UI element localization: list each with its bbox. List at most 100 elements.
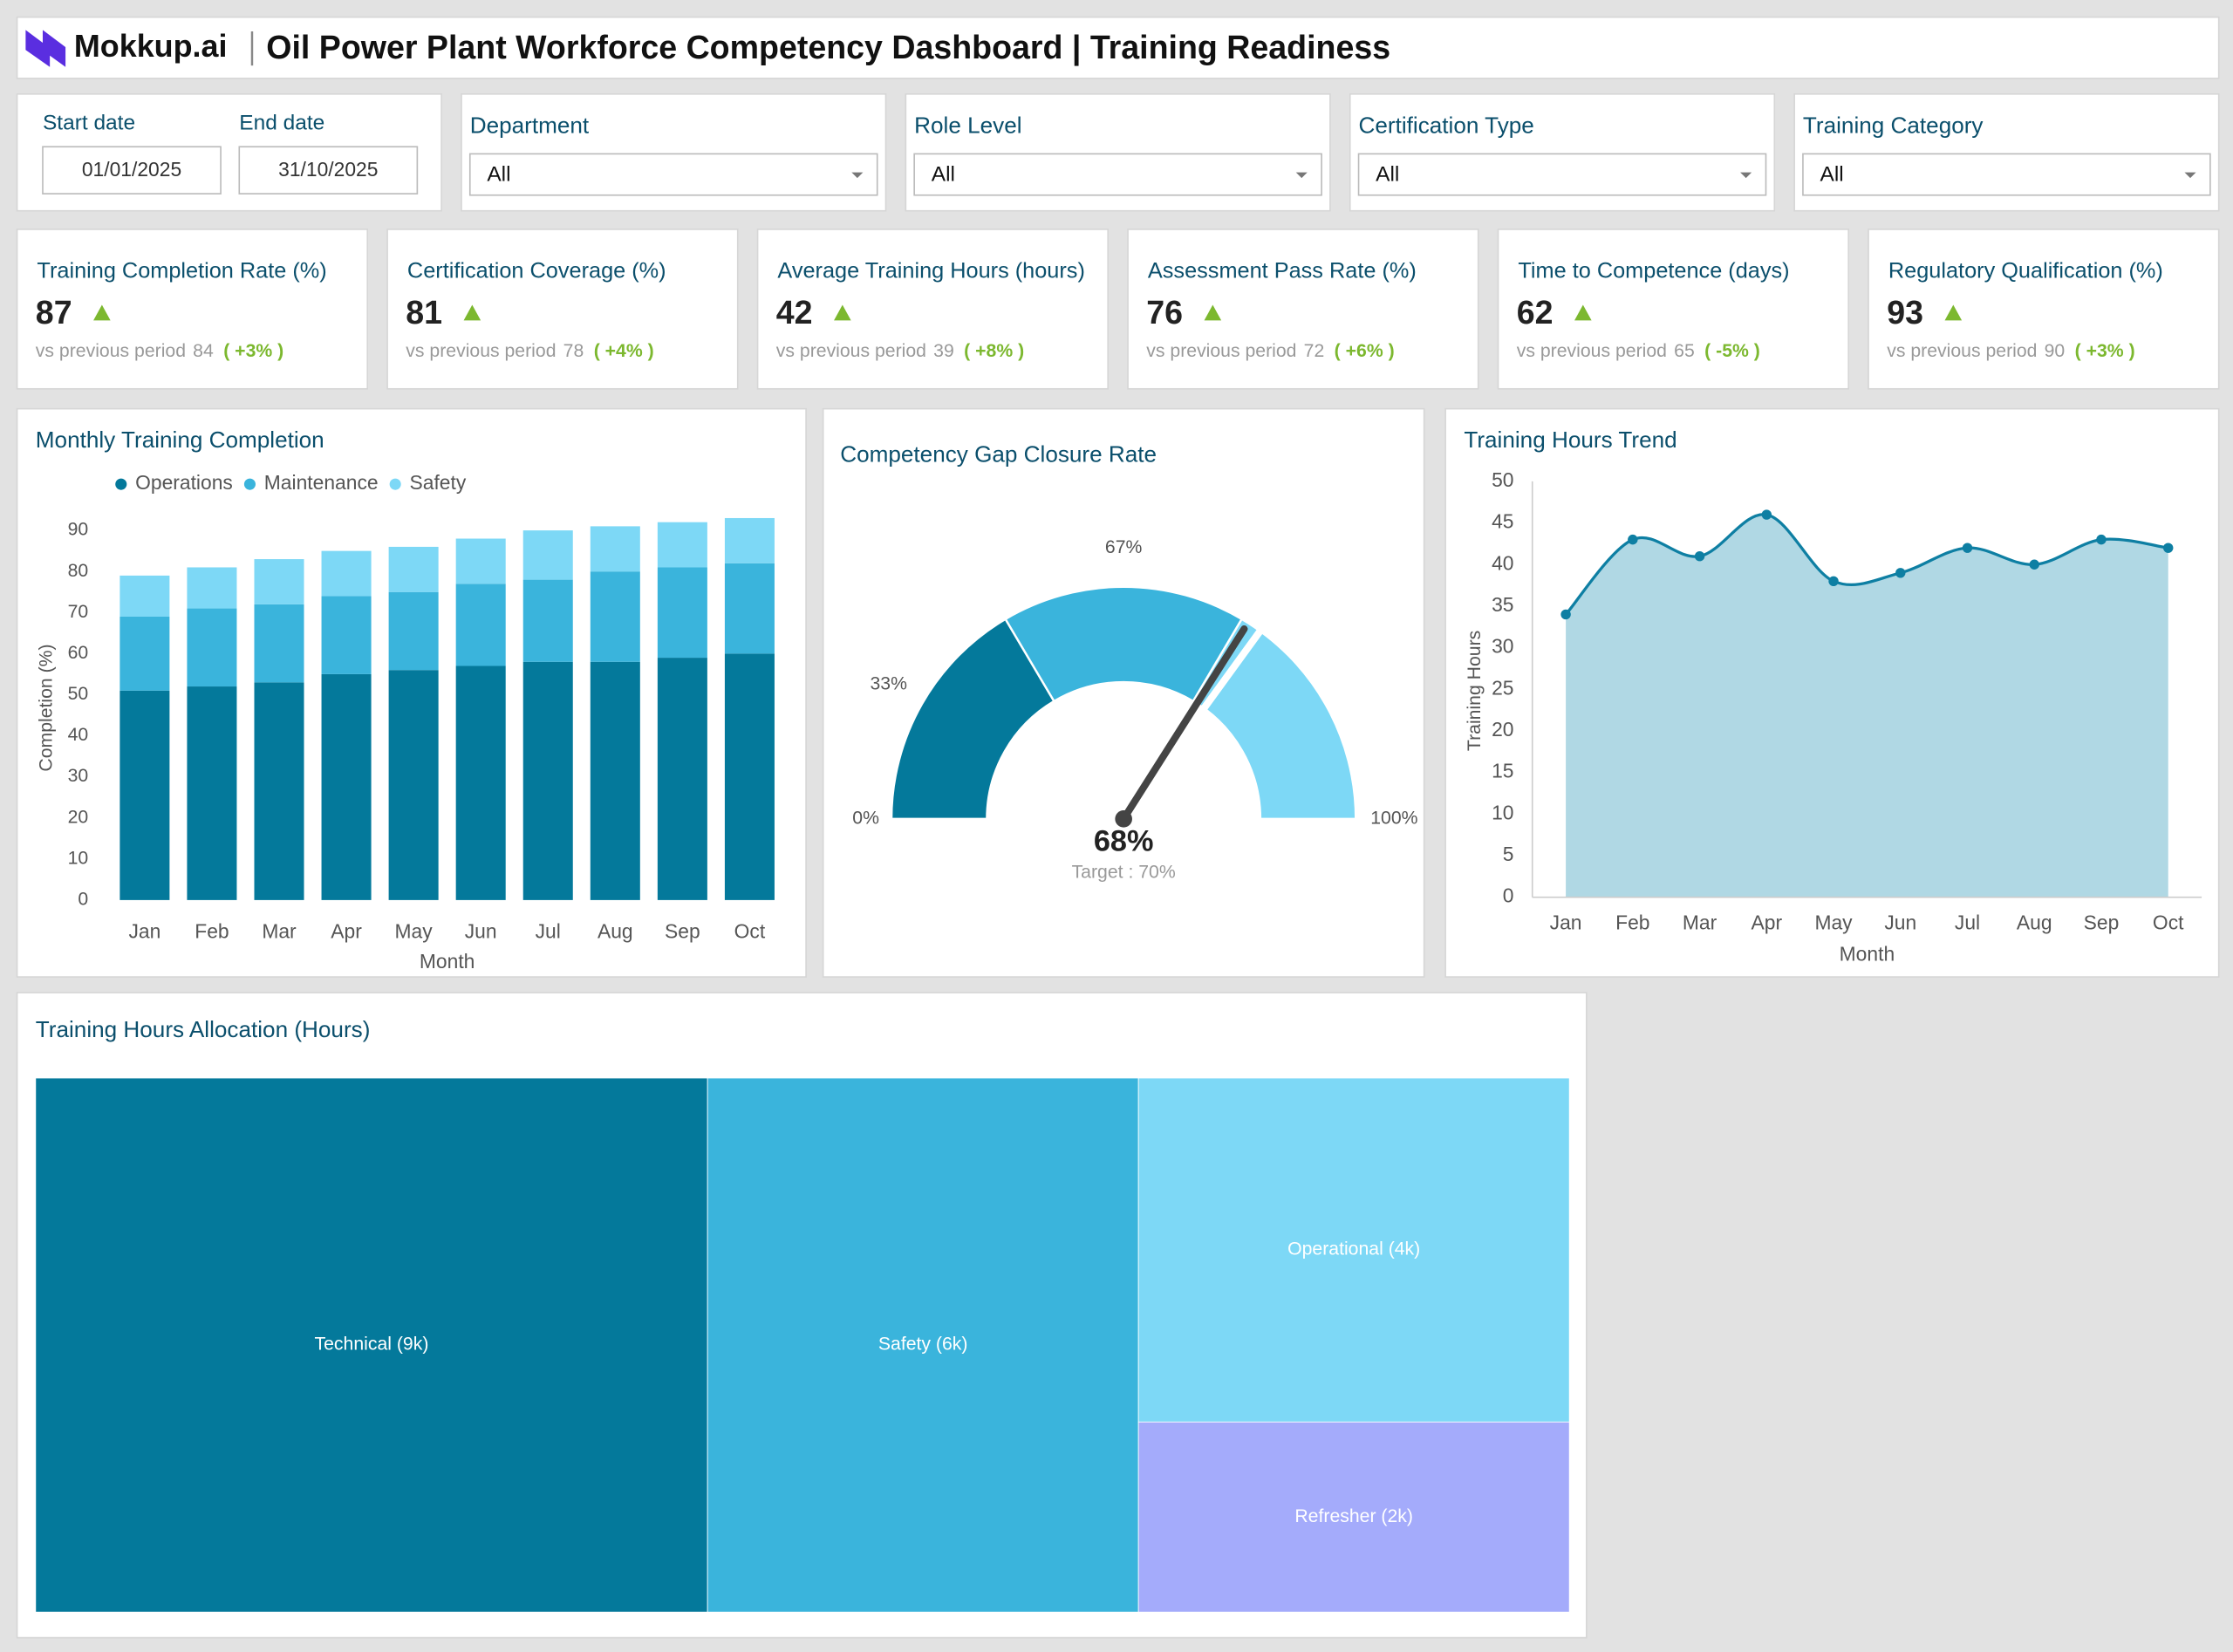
kpi-title: Certification Coverage (%): [407, 259, 666, 283]
y-tick-label: 0: [1503, 884, 1514, 907]
bar-segment: [388, 591, 439, 671]
kpi-title: Training Completion Rate (%): [37, 259, 326, 283]
bar-segment: [590, 571, 640, 662]
y-tick-label: 30: [68, 766, 89, 786]
kpi-trend-icon: [93, 304, 111, 321]
kpi-trend-icon: [1204, 304, 1222, 321]
x-axis-title: Month: [420, 950, 475, 973]
bar-segment: [455, 666, 506, 900]
treemap-label: Technical (9k): [315, 1335, 429, 1355]
kpi-change: ( +6% ): [1335, 341, 1395, 361]
dropdown[interactable]: [1802, 153, 2211, 196]
dropdown[interactable]: [468, 153, 878, 196]
kpi-value: 87: [36, 294, 72, 331]
trend-point: [1828, 576, 1839, 587]
bar-segment: [120, 690, 170, 900]
dropdown[interactable]: [1357, 153, 1767, 196]
start-date-value: 01/01/2025: [82, 158, 181, 181]
trend-point: [1694, 550, 1705, 562]
kpi-value: 42: [776, 294, 813, 331]
x-tick-label: Jul: [1955, 911, 1980, 934]
x-tick-label: Jan: [128, 919, 160, 942]
dropdown-arrow: [1295, 172, 1308, 179]
filter-label: Role Level: [914, 112, 1021, 138]
kpi-previous: 84: [193, 341, 214, 361]
dropdown[interactable]: [913, 153, 1322, 196]
trend-point: [1962, 543, 1973, 553]
treemap-label: Operational (4k): [1287, 1239, 1420, 1259]
x-tick-label: Aug: [598, 919, 633, 942]
bar-segment: [522, 579, 573, 662]
treemap-cell: [707, 1077, 1139, 1613]
y-tick-label: 30: [1492, 635, 1513, 658]
bar-segment: [254, 559, 304, 604]
kpi-previous: 78: [563, 341, 584, 361]
gauge-band: [890, 618, 1056, 821]
x-tick-label: May: [1814, 911, 1853, 934]
trend-point: [2096, 534, 2107, 545]
kpi-trend-icon: [1574, 304, 1592, 321]
x-tick-label: Oct: [2153, 911, 2184, 934]
trend-point: [1895, 568, 1906, 578]
y-axis-title: Completion (%): [36, 644, 56, 771]
kpi-value: 81: [406, 294, 442, 331]
end-date-input[interactable]: [238, 146, 419, 195]
kpi-previous: 65: [1674, 341, 1695, 361]
kpi-title: Time to Competence (days): [1518, 259, 1789, 283]
kpi-change: ( +3% ): [2075, 341, 2135, 361]
y-tick-label: 45: [1492, 510, 1513, 533]
kpi-previous-label: vs previous period: [776, 341, 926, 361]
kpi-title: Assessment Pass Rate (%): [1148, 259, 1417, 283]
bar-segment: [522, 661, 573, 900]
kpi-change: ( +8% ): [964, 341, 1024, 361]
end-date-value: 31/10/2025: [278, 158, 378, 181]
gauge-value: 68%: [1094, 825, 1154, 858]
kpi-previous-label: vs previous period: [1887, 341, 2037, 361]
gauge-tick-label: 0%: [852, 808, 879, 828]
x-tick-label: Feb: [195, 919, 229, 942]
y-tick-label: 35: [1492, 593, 1513, 616]
legend-marker: [115, 478, 127, 490]
y-tick-label: 5: [1503, 843, 1514, 865]
start-date-input[interactable]: [42, 146, 222, 195]
treemap-label: Safety (6k): [878, 1335, 968, 1355]
x-tick-label: Oct: [734, 919, 766, 942]
treemap-cell: [1137, 1421, 1570, 1613]
bar-segment: [657, 567, 707, 659]
bar-segment: [321, 550, 372, 597]
kpi-previous-label: vs previous period: [1517, 341, 1667, 361]
bar-segment: [724, 653, 775, 900]
bar-segment: [254, 682, 304, 900]
dropdown-arrow: [851, 172, 864, 179]
x-tick-label: Mar: [1683, 911, 1717, 934]
trend-point: [2029, 559, 2039, 570]
x-tick-label: May: [395, 919, 434, 942]
trend-point: [2163, 543, 2174, 553]
y-axis-title: Training Hours: [1465, 631, 1485, 751]
bar-segment: [388, 670, 439, 900]
kpi-trend-icon: [463, 304, 481, 321]
y-tick-label: 25: [1492, 676, 1513, 699]
kpi-previous-label: vs previous period: [36, 341, 186, 361]
x-tick-label: Apr: [1752, 911, 1783, 934]
bar-segment: [657, 522, 707, 568]
chart-title: Training Hours Trend: [1464, 427, 1676, 453]
chart-title: Competency Gap Closure Rate: [840, 440, 1157, 467]
x-tick-label: Apr: [331, 919, 362, 942]
kpi-card: [1127, 229, 1479, 390]
filter-label: Department: [470, 112, 590, 138]
gauge-panel: [822, 407, 1425, 978]
treemap-cell: [1137, 1077, 1570, 1423]
y-tick-label: 50: [1492, 468, 1513, 491]
kpi-value: 93: [1887, 294, 1923, 331]
kpi-previous: 72: [1304, 341, 1325, 361]
bar-segment: [590, 526, 640, 572]
gauge-tick-label: 33%: [870, 674, 907, 694]
bar-segment: [321, 673, 372, 900]
needle-hub: [1115, 810, 1132, 828]
trend-point: [1560, 609, 1571, 620]
kpi-previous: 39: [933, 341, 954, 361]
trend-point: [1628, 534, 1638, 545]
legend-marker: [243, 478, 256, 490]
